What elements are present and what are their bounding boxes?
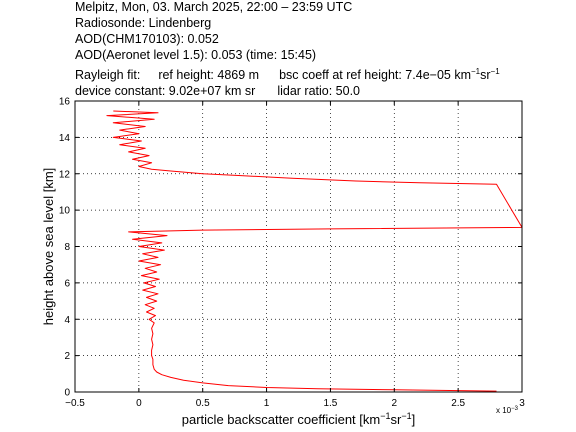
device-constant-line: device constant: 9.02e+07 km sr lidar rat…	[75, 83, 360, 99]
backscatter-profile-line	[106, 110, 523, 392]
y-axis-ticks: 0 2 4 6 8 10 12 14 16	[59, 97, 522, 399]
x-axis-ticks: −0.5 0 0.5 1 1.5 2 2.5 3	[65, 101, 525, 409]
y-tick-label: 12	[59, 169, 71, 180]
x-tick-label: 3	[519, 398, 525, 409]
x-tick-label: 0.5	[196, 398, 210, 409]
y-tick-label: 14	[59, 133, 71, 144]
title-line: Melpitz, Mon, 03. March 2025, 22:00 – 23…	[75, 0, 352, 15]
x-tick-label: 0	[136, 398, 142, 409]
x-tick-label: 1.5	[323, 398, 337, 409]
y-tick-label: 16	[59, 97, 71, 108]
radiosonde-text: Radiosonde: Lindenberg	[75, 16, 212, 30]
y-tick-label: 6	[64, 278, 70, 289]
y-tick-label: 10	[59, 206, 71, 217]
y-tick-label: 4	[64, 315, 70, 326]
aod-aeronet-text: AOD(Aeronet level 1.5): 0.053 (time: 15:…	[75, 48, 317, 62]
x-axis-multiplier: x 10−3	[496, 406, 519, 415]
x-tick-label: 2	[392, 398, 398, 409]
rayleigh-fit-line: Rayleigh fit: ref height: 4869 m bsc coeff…	[75, 67, 500, 83]
lidar-ratio: lidar ratio: 50.0	[277, 84, 360, 98]
x-axis-label: particle backscatter coefficient [km−1sr…	[182, 411, 415, 427]
bsc-coeff: bsc coeff at ref height: 7.4e−05 km−1sr−…	[279, 67, 500, 83]
aod-aeronet-line: AOD(Aeronet level 1.5): 0.053 (time: 15:…	[75, 47, 316, 63]
aod-text: AOD(CHM170103): 0.052	[75, 32, 219, 46]
x-tick-label: 2.5	[451, 398, 465, 409]
y-axis-label: height above sea level [km]	[41, 168, 56, 326]
series-layer	[106, 110, 523, 392]
radiosonde-line: Radiosonde: Lindenberg	[75, 15, 211, 31]
y-tick-label: 2	[64, 351, 70, 362]
y-tick-label: 8	[64, 242, 70, 253]
rayleigh-label: Rayleigh fit:	[75, 68, 141, 82]
title-text: Melpitz, Mon, 03. March 2025, 22:00 – 23…	[75, 0, 353, 14]
x-tick-label: −0.5	[65, 398, 85, 409]
device-constant: device constant: 9.02e+07 km sr	[75, 84, 256, 98]
y-tick-label: 0	[64, 388, 70, 399]
x-tick-label: 1	[264, 398, 270, 409]
ref-height: ref height: 4869 m	[158, 68, 260, 82]
aod-line: AOD(CHM170103): 0.052	[75, 31, 219, 47]
